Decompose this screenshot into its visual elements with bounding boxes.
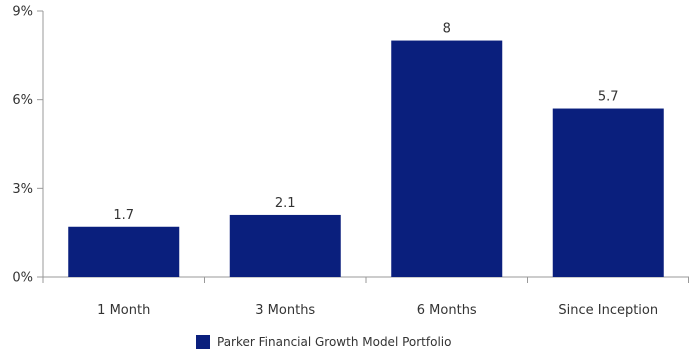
y-tick-label: 9% xyxy=(12,5,33,20)
y-axis: 0% 3% 6% 9% xyxy=(12,5,44,286)
bar-value-label: 5.7 xyxy=(598,90,619,105)
x-tick-label: 6 Months xyxy=(417,303,477,318)
bar-labels: 1.7 2.1 8 5.7 xyxy=(113,22,618,223)
bar xyxy=(229,214,341,277)
x-tick-label: 3 Months xyxy=(255,303,315,318)
y-tick-label: 0% xyxy=(12,271,33,286)
y-tick-label: 3% xyxy=(12,182,33,197)
bar xyxy=(552,108,664,278)
legend: Parker Financial Growth Model Portfolio xyxy=(196,334,451,350)
bar xyxy=(68,226,180,277)
bar-value-label: 1.7 xyxy=(113,208,134,223)
x-axis: 1 Month 3 Months 6 Months Since Inception xyxy=(42,276,689,318)
x-tick-label: Since Inception xyxy=(558,303,658,318)
bars xyxy=(68,40,664,278)
y-tick-label: 6% xyxy=(12,93,33,108)
legend-label: Parker Financial Growth Model Portfolio xyxy=(217,335,452,349)
x-tick-label: 1 Month xyxy=(97,303,150,318)
bar-value-label: 2.1 xyxy=(275,196,296,211)
legend-swatch xyxy=(196,335,210,349)
bar-value-label: 8 xyxy=(443,22,451,37)
bar xyxy=(391,40,503,277)
